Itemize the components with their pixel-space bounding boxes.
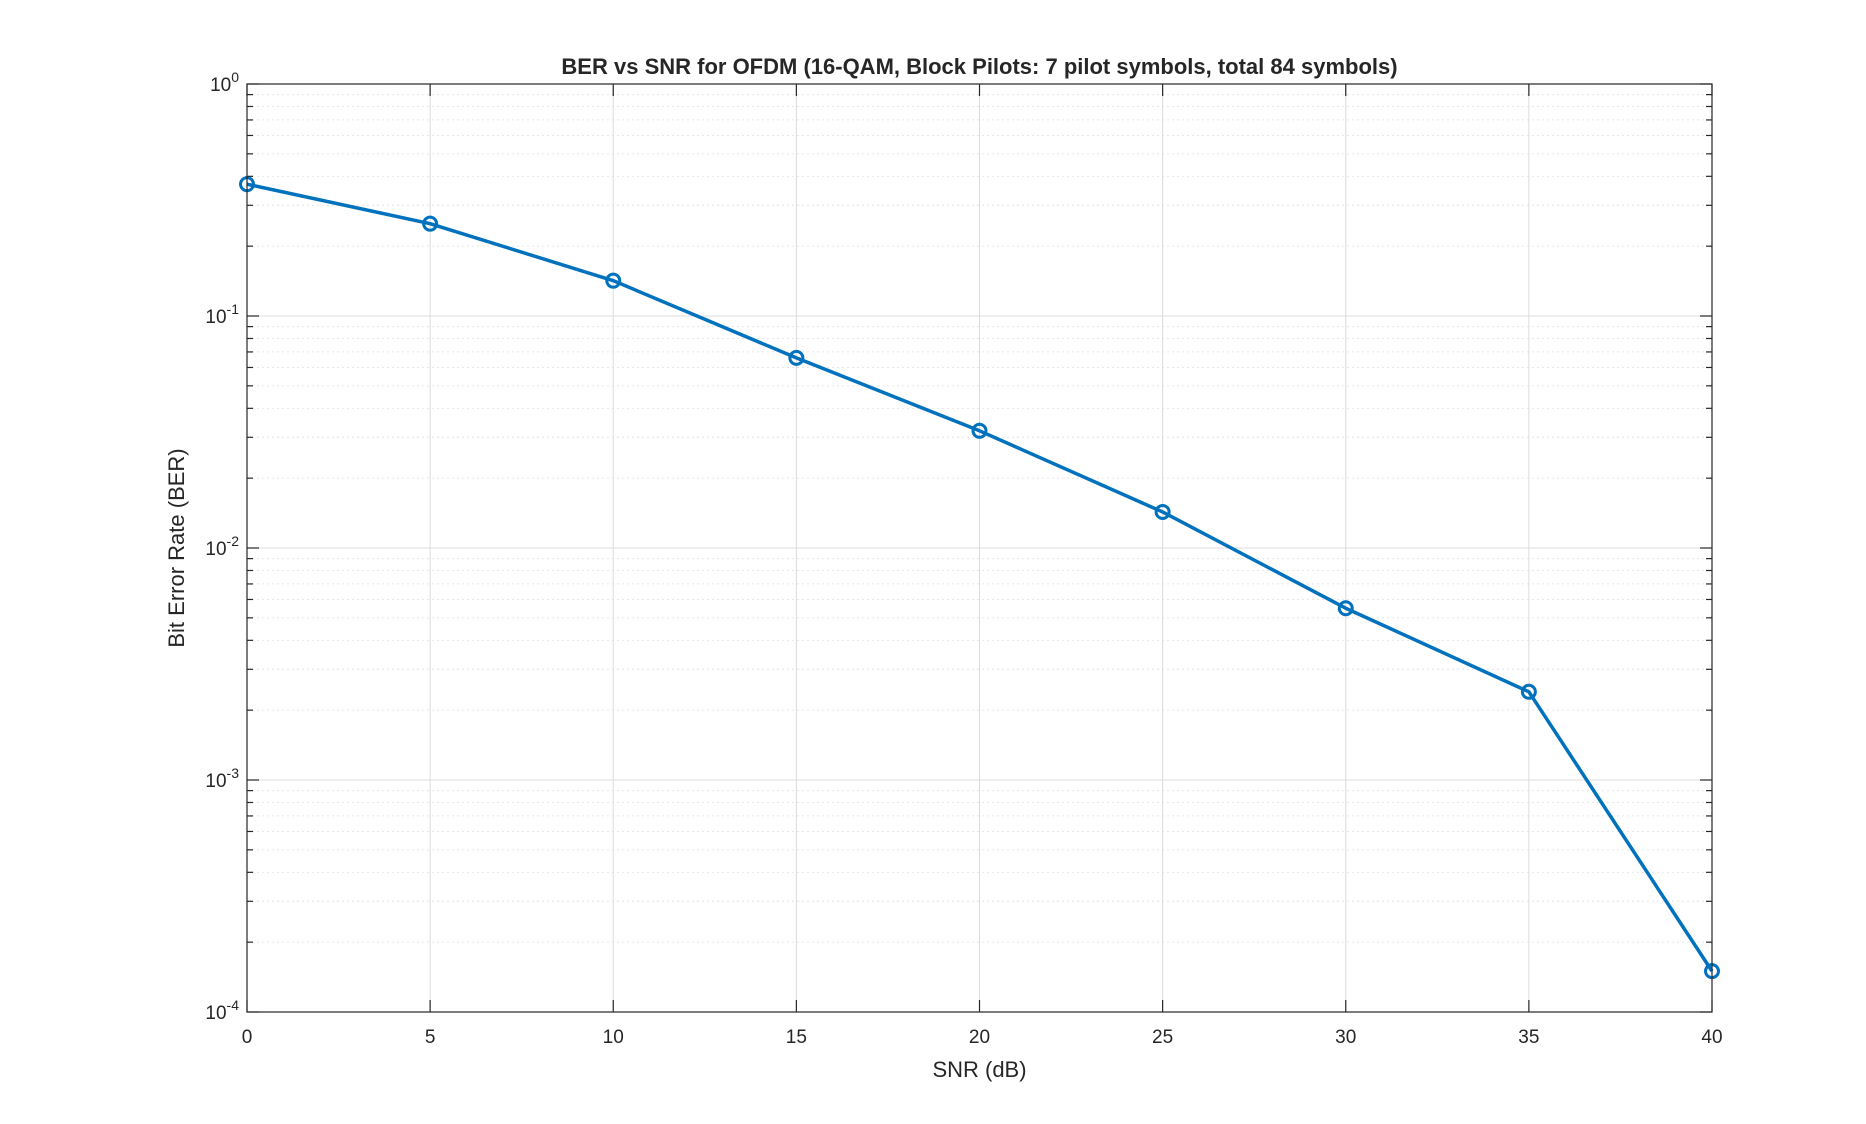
x-tick-label: 20 <box>969 1027 990 1048</box>
series-line <box>246 182 1714 973</box>
series-layer <box>239 176 1720 980</box>
chart-title: BER vs SNR for OFDM (16-QAM, Block Pilot… <box>561 54 1397 79</box>
tick-marks <box>246 83 1713 1013</box>
x-tick-label: 35 <box>1518 1027 1539 1048</box>
y-axis-label: Bit Error Rate (BER) <box>164 448 189 647</box>
data-point-marker <box>971 422 988 439</box>
x-tick-label: 25 <box>1152 1027 1173 1048</box>
y-tick-label: 100 <box>210 69 239 96</box>
y-tick-label: 10-2 <box>205 533 239 560</box>
data-point-marker <box>1520 683 1537 700</box>
y-tick-label: 10-3 <box>205 765 239 792</box>
x-tick-label: 40 <box>1701 1027 1722 1048</box>
data-point-marker <box>605 272 622 289</box>
x-tick-labels: 0 5 10 15 20 25 30 35 40 <box>242 1027 1723 1048</box>
data-point-marker <box>788 349 805 366</box>
y-tick-label: 10-1 <box>205 301 239 328</box>
x-tick-label: 10 <box>603 1027 624 1048</box>
data-point-marker <box>422 215 439 232</box>
data-point-marker <box>1154 503 1171 520</box>
x-tick-label: 0 <box>242 1027 253 1048</box>
x-tick-label: 30 <box>1335 1027 1356 1048</box>
y-tick-label: 10-4 <box>205 997 239 1024</box>
x-tick-label: 5 <box>425 1027 436 1048</box>
x-axis-label: SNR (dB) <box>932 1057 1026 1082</box>
y-tick-labels: 100 10-1 10-2 10-3 10-4 <box>205 69 239 1024</box>
x-tick-label: 15 <box>786 1027 807 1048</box>
data-point-marker <box>1337 600 1354 617</box>
